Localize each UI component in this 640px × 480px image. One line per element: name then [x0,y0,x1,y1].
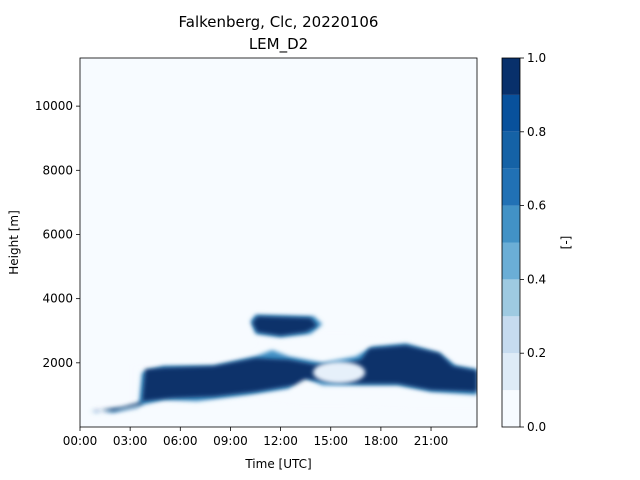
x-tick-label: 15:00 [313,434,348,448]
cloud-region-2-1 [252,316,318,336]
colorbar-tick-label: 0.4 [527,272,546,286]
colorbar-band [502,316,520,354]
colorbar-tick-label: 0.8 [527,125,546,139]
y-tick-label: 2000 [42,356,73,370]
colorbar-band [502,168,520,206]
colorbar-band [502,131,520,169]
chart-subtitle: LEM_D2 [249,35,308,54]
colorbar-band [502,242,520,280]
x-tick-label: 21:00 [414,434,449,448]
colorbar-band [502,205,520,243]
colorbar-band [502,58,520,95]
colorbar-frame [501,57,521,428]
cloud-region-2-0 [93,345,477,411]
x-tick-label: 06:00 [163,434,198,448]
colorbar-tick-label: 0.2 [527,346,546,360]
y-tick-label: 4000 [42,292,73,306]
plot-frame [79,57,478,428]
colorbar-tick-label: 1.0 [527,51,546,65]
contour-level-2 [93,316,477,411]
x-tick-label: 12:00 [263,434,298,448]
x-tick-label: 03:00 [113,434,148,448]
colorbar-band [502,390,520,427]
x-tick-label: 00:00 [63,434,98,448]
y-tick-label: 6000 [42,227,73,241]
clear-gap [313,361,366,384]
x-axis: 00:00 03:00 06:00 09:00 12:00 15:00 18:00 21:00 [63,427,449,448]
colorbar-band [502,94,520,132]
colorbar-band [502,279,520,317]
colorbar: 0.0 0.2 0.4 0.6 0.8 1.0 [501,51,546,434]
colorbar-band [502,353,520,391]
colorbar-tick-label: 0.0 [527,420,546,434]
x-tick-label: 18:00 [364,434,399,448]
chart-title: Falkenberg, Clc, 20220106 [179,13,379,31]
y-axis-label: Height [m] [7,210,21,275]
colorbar-label: [-] [559,236,573,250]
cloud-fraction-contours [88,314,477,418]
y-tick-label: 10000 [35,99,73,113]
x-tick-label: 09:00 [213,434,248,448]
colorbar-tick-label: 0.6 [527,199,546,213]
x-axis-label: Time [UTC] [244,457,311,471]
y-tick-label: 8000 [42,163,73,177]
y-axis: 2000 4000 6000 8000 10000 [35,99,80,370]
